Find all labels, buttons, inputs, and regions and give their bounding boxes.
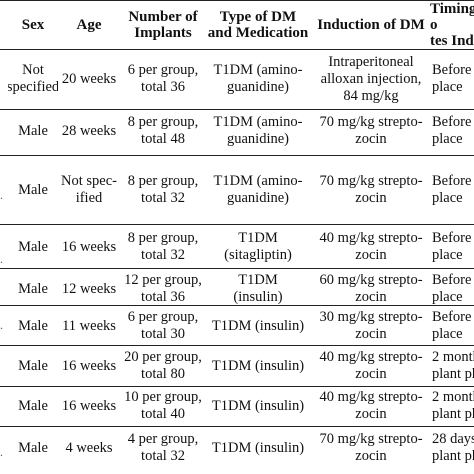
cell-induction: 70 mg/kg strepto- zocin (319, 114, 423, 147)
cell-implants: 6 per group, total 30 (127, 309, 199, 342)
cell-age: 4 weeks (65, 439, 113, 456)
cell-sex: Male (18, 181, 48, 198)
cell-age: 16 weeks (61, 238, 117, 255)
header-induction-of-dm: Induction of DM (317, 17, 425, 33)
header-bottom-rule (0, 49, 474, 50)
cell-induction: 40 mg/kg strepto- zocin (319, 230, 423, 263)
cell-induction: 60 mg/kg strepto- zocin (319, 272, 423, 305)
cell-timing: Before place (432, 272, 472, 305)
row-separator (0, 305, 474, 306)
row-separator (0, 386, 474, 387)
cell-type: T1DM (amino- guanidine) (213, 173, 303, 206)
cell-induction: Intraperitoneal alloxan injection, 84 mg… (320, 53, 422, 104)
cell-implants: 8 per group, total 32 (127, 173, 199, 206)
row-separator (0, 109, 474, 110)
cell-induction: 70 mg/kg strepto- zocin (319, 431, 423, 464)
cell-timing: 2 months plant ph (432, 349, 474, 382)
cell-implants: 6 per group, total 36 (127, 62, 199, 95)
cell-implants: 20 per group, total 80 (124, 349, 202, 382)
cell-implants: 8 per group, total 48 (127, 114, 199, 147)
row-separator (0, 155, 474, 156)
header-type-of-dm: Type of DM and Medication (207, 9, 309, 41)
cell-age: 28 weeks (61, 122, 117, 139)
cell-induction: 40 mg/kg strepto- zocin (319, 389, 423, 422)
header-timing: Timing o tes Ind (430, 2, 474, 48)
row-edge-mark: . (0, 445, 3, 459)
table-top-rule (0, 0, 474, 1)
cell-type: T1DM (insulin) (211, 397, 305, 414)
cell-sex: Male (18, 357, 48, 374)
cell-timing: 28 days plant ph (432, 431, 474, 464)
row-edge-mark: . (0, 188, 3, 202)
cell-timing: Before place (432, 62, 472, 95)
cell-type: T1DM (insulin) (233, 272, 283, 305)
cell-timing: Before place (432, 309, 472, 342)
cell-sex: Male (18, 280, 48, 297)
cell-age: 20 weeks (61, 70, 117, 87)
cell-sex: Male (18, 238, 48, 255)
cell-sex: Male (18, 439, 48, 456)
cell-age: 11 weeks (62, 317, 116, 334)
cell-timing: Before place (432, 230, 472, 263)
cell-induction: 70 mg/kg strepto- zocin (319, 173, 423, 206)
cell-age: 16 weeks (61, 397, 117, 414)
header-number-of-implants: Number of Implants (128, 9, 198, 41)
cell-type: T1DM (insulin) (211, 317, 305, 334)
cell-induction: 40 mg/kg strepto- zocin (319, 349, 423, 382)
row-edge-mark: . (0, 318, 3, 332)
cell-type: T1DM (amino- guanidine) (213, 62, 303, 95)
cell-type: T1DM (insulin) (211, 439, 305, 456)
header-age: Age (76, 17, 102, 33)
header-sex: Sex (21, 17, 45, 33)
cell-type: T1DM (amino- guanidine) (213, 114, 303, 147)
cell-sex: Male (18, 317, 48, 334)
cell-age: 12 weeks (61, 280, 117, 297)
cell-sex: Not specified (8, 62, 58, 95)
cell-implants: 8 per group, total 32 (127, 230, 199, 263)
row-separator (0, 224, 474, 225)
cell-implants: 12 per group, total 36 (124, 272, 202, 305)
cell-type: T1DM (insulin) (211, 357, 305, 374)
cell-timing: 2 months plant ph (432, 389, 474, 422)
cell-implants: 10 per group, total 40 (124, 389, 202, 422)
row-separator (0, 345, 474, 346)
row-separator (0, 426, 474, 427)
cell-timing: Before place (432, 114, 472, 147)
cell-age: 16 weeks (61, 357, 117, 374)
cell-timing: Before place (432, 173, 472, 206)
cell-type: T1DM (sitagliptin) (224, 230, 292, 263)
cell-age: Not spec- ified (61, 173, 117, 206)
cell-sex: Male (18, 122, 48, 139)
cell-sex: Male (18, 397, 48, 414)
cell-implants: 4 per group, total 32 (127, 431, 199, 464)
cell-induction: 30 mg/kg strepto- zocin (319, 309, 423, 342)
row-separator (0, 268, 474, 269)
row-edge-mark: . (0, 252, 3, 266)
